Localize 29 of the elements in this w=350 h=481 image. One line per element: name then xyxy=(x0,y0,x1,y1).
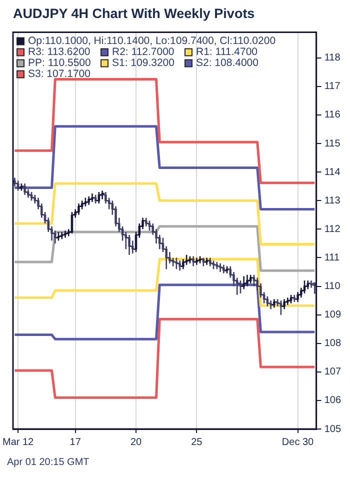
legend-label: R2: 112.7000 xyxy=(112,46,174,58)
x-tick-label: Mar 12 xyxy=(2,436,34,448)
legend-label: PP: 110.5500 xyxy=(28,57,92,70)
legend-label: R1: 111.4700 xyxy=(196,46,258,58)
x-tick-label: 17 xyxy=(70,436,82,448)
y-tick-label: 114 xyxy=(324,166,341,178)
legend-label: S1: 109.3200 xyxy=(112,57,175,70)
y-tick-label: 106 xyxy=(324,395,342,406)
y-tick-label: 111 xyxy=(324,252,340,264)
y-tick-label: 115 xyxy=(324,138,341,150)
legend-label: R3: 113.6200 xyxy=(28,46,90,58)
chart-title: AUDJPY 4H Chart With Weekly Pivots xyxy=(13,6,255,21)
y-tick-label: 109 xyxy=(324,310,342,321)
text: Apr 01 20:15 GMT xyxy=(7,456,90,468)
y-tick-label: 110 xyxy=(324,281,341,292)
x-tick-label: 25 xyxy=(191,436,203,448)
legend-label: S2: 108.4000 xyxy=(196,57,259,70)
y-tick-label: 108 xyxy=(324,338,342,350)
y-tick-label: 118 xyxy=(324,52,341,64)
x-tick-label: Dec 30 xyxy=(282,436,314,448)
legend-label: S3: 107.1700 xyxy=(28,68,91,80)
x-tick-label: 20 xyxy=(130,436,142,448)
legend-label: Op:110.1000, Hi:110.1400, Lo:109.7400, Cl:110.0200 xyxy=(28,35,276,48)
y-tick-label: 116 xyxy=(324,110,341,121)
y-tick-label: 107 xyxy=(324,366,342,378)
y-tick-label: 117 xyxy=(324,81,341,92)
y-tick-label: 112 xyxy=(324,224,341,235)
y-tick-label: 113 xyxy=(324,195,341,206)
y-tick-label: 105 xyxy=(324,424,342,435)
